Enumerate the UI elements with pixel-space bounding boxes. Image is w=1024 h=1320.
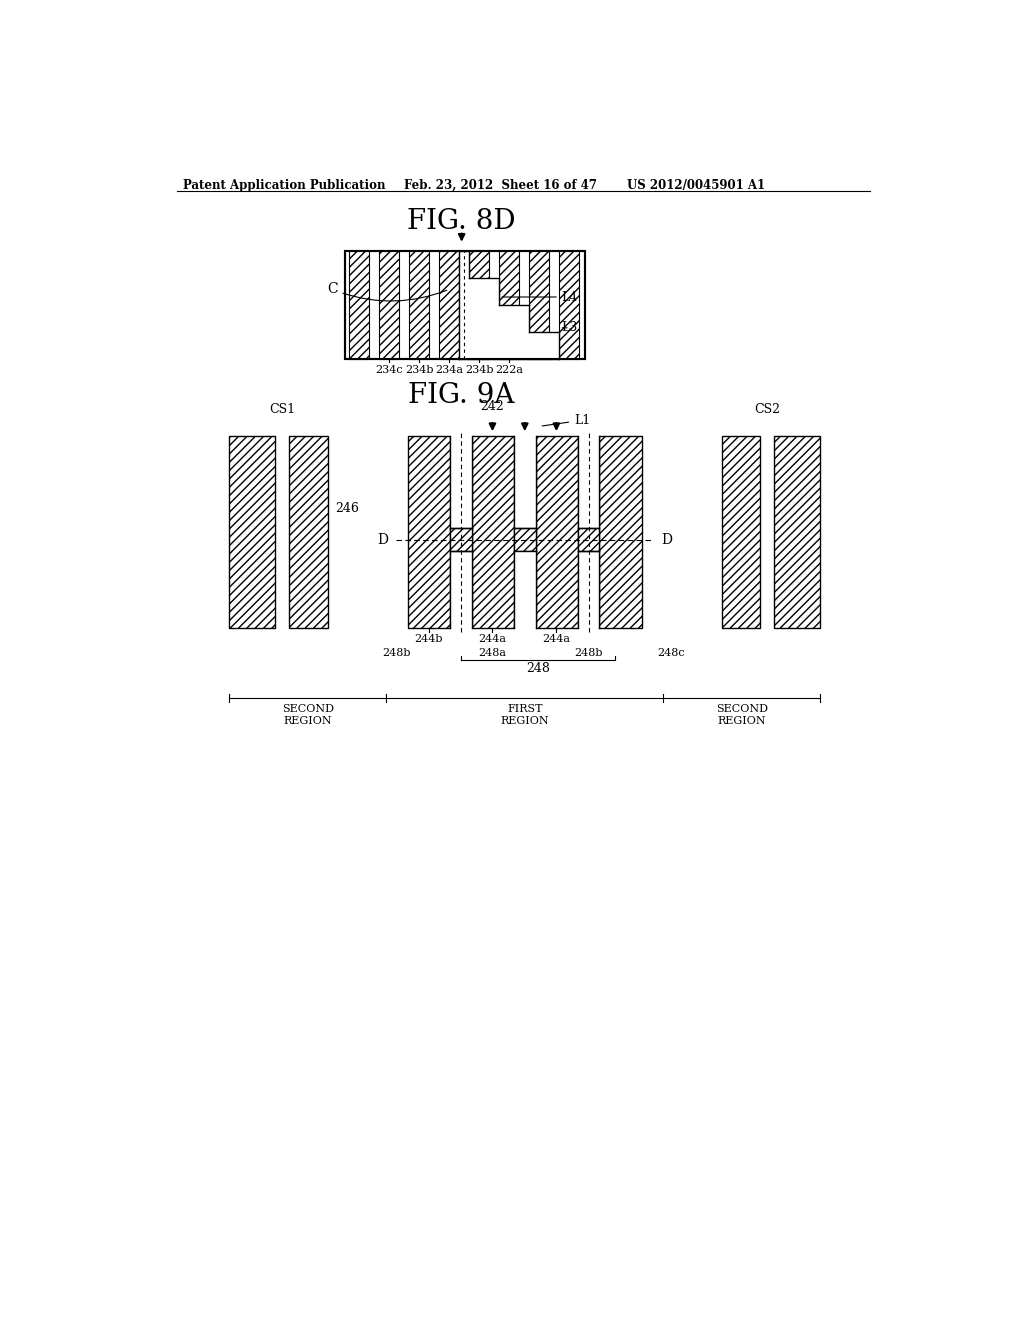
Text: FIG. 9A: FIG. 9A	[409, 381, 515, 409]
Bar	[439, 251, 460, 359]
Text: 246: 246	[336, 502, 359, 515]
Text: CS2: CS2	[755, 404, 780, 416]
Bar	[514, 552, 536, 628]
Text: CS1: CS1	[269, 404, 295, 416]
Text: 242: 242	[480, 400, 505, 412]
Bar	[408, 436, 451, 628]
Text: 222a: 222a	[496, 364, 523, 375]
Text: 248b: 248b	[574, 648, 603, 659]
Bar	[514, 436, 536, 528]
Bar	[774, 436, 820, 628]
Bar	[345, 251, 585, 359]
Bar	[289, 436, 328, 628]
Text: L4: L4	[502, 290, 578, 304]
Text: 234a: 234a	[435, 364, 463, 375]
Text: 248b: 248b	[383, 648, 412, 659]
Bar	[559, 251, 580, 359]
Text: 244a: 244a	[478, 635, 507, 644]
Bar	[578, 528, 599, 552]
Bar	[536, 436, 578, 628]
Bar	[410, 251, 429, 359]
Text: 234c: 234c	[376, 364, 403, 375]
Bar	[578, 436, 599, 528]
Bar	[379, 251, 399, 359]
Text: FIG. 8D: FIG. 8D	[408, 209, 516, 235]
Bar	[599, 436, 642, 628]
Text: Patent Application Publication: Patent Application Publication	[183, 180, 385, 193]
Bar	[460, 305, 529, 331]
Text: 234b: 234b	[406, 364, 433, 375]
Bar	[451, 552, 472, 628]
Text: FIRST
REGION: FIRST REGION	[501, 705, 549, 726]
Text: L1: L1	[542, 413, 590, 426]
Text: 244a: 244a	[543, 635, 570, 644]
Bar	[472, 436, 514, 628]
Text: 248a: 248a	[478, 648, 507, 659]
Text: 244b: 244b	[415, 635, 442, 644]
Bar	[460, 251, 469, 277]
Text: C: C	[327, 282, 446, 301]
Text: Feb. 23, 2012  Sheet 16 of 47: Feb. 23, 2012 Sheet 16 of 47	[403, 180, 597, 193]
Bar	[451, 436, 472, 528]
Bar	[345, 251, 585, 359]
Bar	[469, 251, 489, 359]
Text: D: D	[378, 532, 388, 546]
Text: D: D	[662, 532, 672, 546]
Text: SECOND
REGION: SECOND REGION	[716, 705, 768, 726]
Bar	[722, 436, 761, 628]
Text: L3: L3	[562, 321, 578, 334]
Text: US 2012/0045901 A1: US 2012/0045901 A1	[628, 180, 765, 193]
Bar	[229, 436, 275, 628]
Bar	[529, 251, 550, 359]
Text: 248c: 248c	[657, 648, 685, 659]
Text: 234b: 234b	[465, 364, 494, 375]
Bar	[500, 251, 519, 359]
Bar	[460, 277, 500, 305]
Text: 248: 248	[526, 663, 550, 675]
Bar	[460, 331, 559, 359]
Bar	[349, 251, 370, 359]
Bar	[578, 552, 599, 628]
Bar	[451, 528, 472, 552]
Text: SECOND
REGION: SECOND REGION	[282, 705, 334, 726]
Bar	[514, 528, 536, 552]
